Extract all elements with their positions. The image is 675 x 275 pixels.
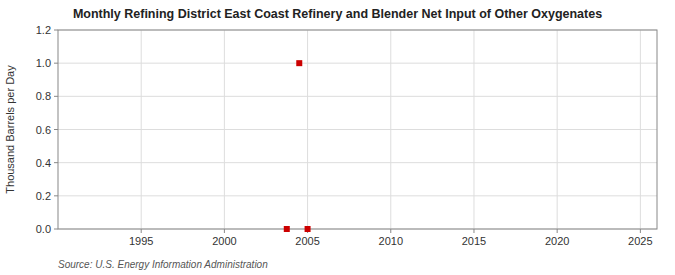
y-tick-label: 1.2 <box>36 24 51 36</box>
y-tick <box>54 162 58 163</box>
point <box>305 226 311 232</box>
y-tick <box>54 229 58 230</box>
x-tick <box>224 229 225 233</box>
x-tick <box>141 229 142 233</box>
x-tick-label: 2020 <box>545 235 569 247</box>
y-tick <box>54 63 58 64</box>
y-tick-label: 0.8 <box>36 90 51 102</box>
y-axis-label: Thousand Barrels per Day <box>4 65 16 194</box>
x-tick <box>640 229 641 233</box>
title: Monthly Refining District East Coast Ref… <box>73 7 602 21</box>
y-grid-line <box>58 195 657 196</box>
y-tick <box>54 30 58 31</box>
x-tick-label: 2010 <box>379 235 403 247</box>
x-tick-label: 2015 <box>462 235 486 247</box>
x-tick-label: 2005 <box>295 235 319 247</box>
y-tick-label: 0.0 <box>36 223 51 235</box>
y-tick <box>54 96 58 97</box>
y-grid-line <box>58 129 657 130</box>
x-tick <box>473 229 474 233</box>
y-tick <box>54 129 58 130</box>
y-tick-label: 0.2 <box>36 190 51 202</box>
points <box>284 60 311 232</box>
y-tick-label: 0.4 <box>36 157 51 169</box>
point <box>296 60 302 66</box>
y-tick-label: 0.6 <box>36 124 51 136</box>
point <box>284 226 290 232</box>
y-grid-line <box>58 63 657 64</box>
x-tick-label: 2000 <box>212 235 236 247</box>
plot-frame <box>58 30 657 229</box>
x-tick <box>557 229 558 233</box>
source: Source: U.S. Energy Information Administ… <box>58 259 268 270</box>
chart: 1995 2000 2005 2010 2015 2020 2025 0.0 0.2 0.4 0.6… <box>0 0 675 275</box>
y-grid-line <box>58 96 657 97</box>
y-grid-line <box>58 162 657 163</box>
x-tick-label: 2025 <box>628 235 652 247</box>
x-tick-label: 1995 <box>129 235 153 247</box>
y-tick <box>54 195 58 196</box>
grid <box>58 30 657 229</box>
y-tick-label: 1.0 <box>36 57 51 69</box>
x-tick <box>390 229 391 233</box>
